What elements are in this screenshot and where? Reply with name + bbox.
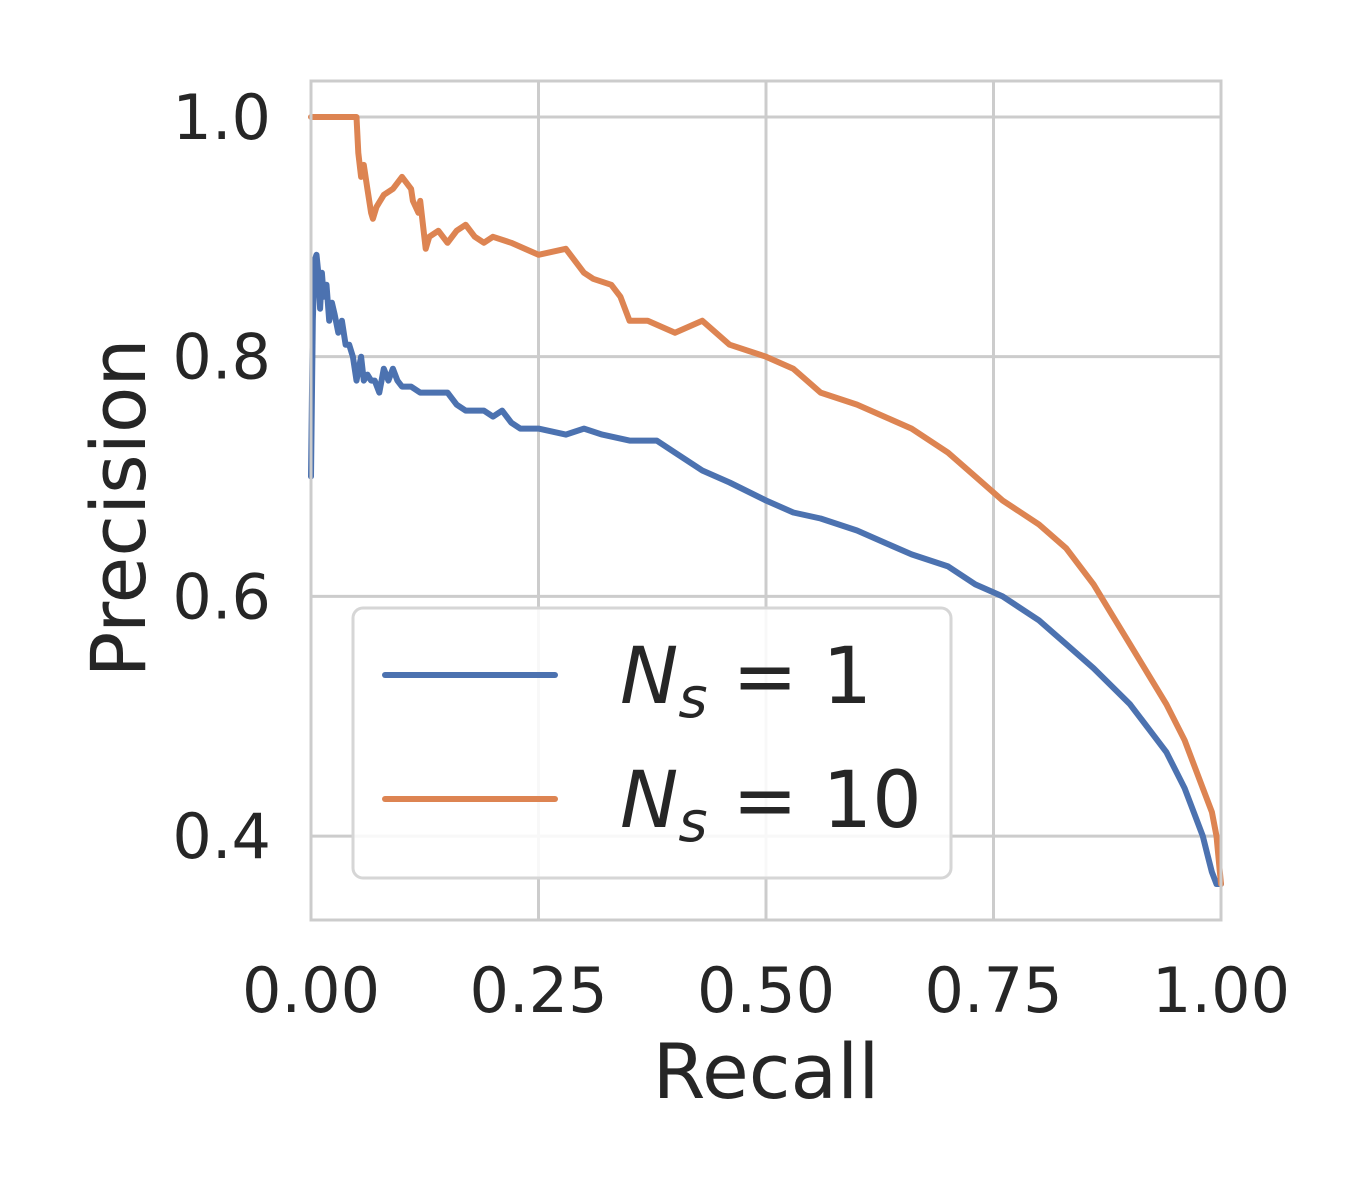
x-tick-label: 0.50 bbox=[697, 954, 835, 1027]
legend-label-series-1-rest: = 1 bbox=[708, 632, 873, 722]
legend-label-series-1-main: N bbox=[620, 632, 678, 722]
x-tick-label: 0.00 bbox=[242, 954, 380, 1027]
legend: Ns = 1 Ns = 10 bbox=[351, 606, 953, 880]
y-tick-label: 0.8 bbox=[172, 321, 271, 394]
y-tick-label: 0.6 bbox=[172, 560, 271, 633]
series-layer bbox=[308, 114, 1224, 887]
y-tick-labels: 0.4 0.6 0.8 1.0 bbox=[172, 81, 271, 873]
y-axis-label: Precision bbox=[74, 338, 163, 677]
legend-label-series-2-main: N bbox=[620, 756, 678, 846]
series-line-2 bbox=[308, 114, 1224, 887]
x-axis-label: Recall bbox=[653, 1027, 880, 1116]
y-tick-label: 0.4 bbox=[172, 800, 271, 873]
series-line-1 bbox=[308, 251, 1224, 887]
legend-label-series-1: Ns = 1 bbox=[620, 632, 872, 731]
x-tick-label: 0.25 bbox=[469, 954, 607, 1027]
x-tick-label: 1.00 bbox=[1152, 954, 1290, 1027]
plot-frame bbox=[309, 79, 1223, 922]
x-tick-labels: 0.00 0.25 0.50 0.75 1.00 bbox=[242, 954, 1290, 1027]
legend-label-series-2: Ns = 10 bbox=[620, 756, 922, 855]
legend-label-series-2-sub: s bbox=[678, 790, 707, 855]
x-tick-label: 0.75 bbox=[924, 954, 1062, 1027]
legend-label-series-1-sub: s bbox=[678, 666, 707, 731]
legend-label-series-2-rest: = 10 bbox=[708, 756, 922, 846]
y-tick-label: 1.0 bbox=[172, 81, 271, 154]
